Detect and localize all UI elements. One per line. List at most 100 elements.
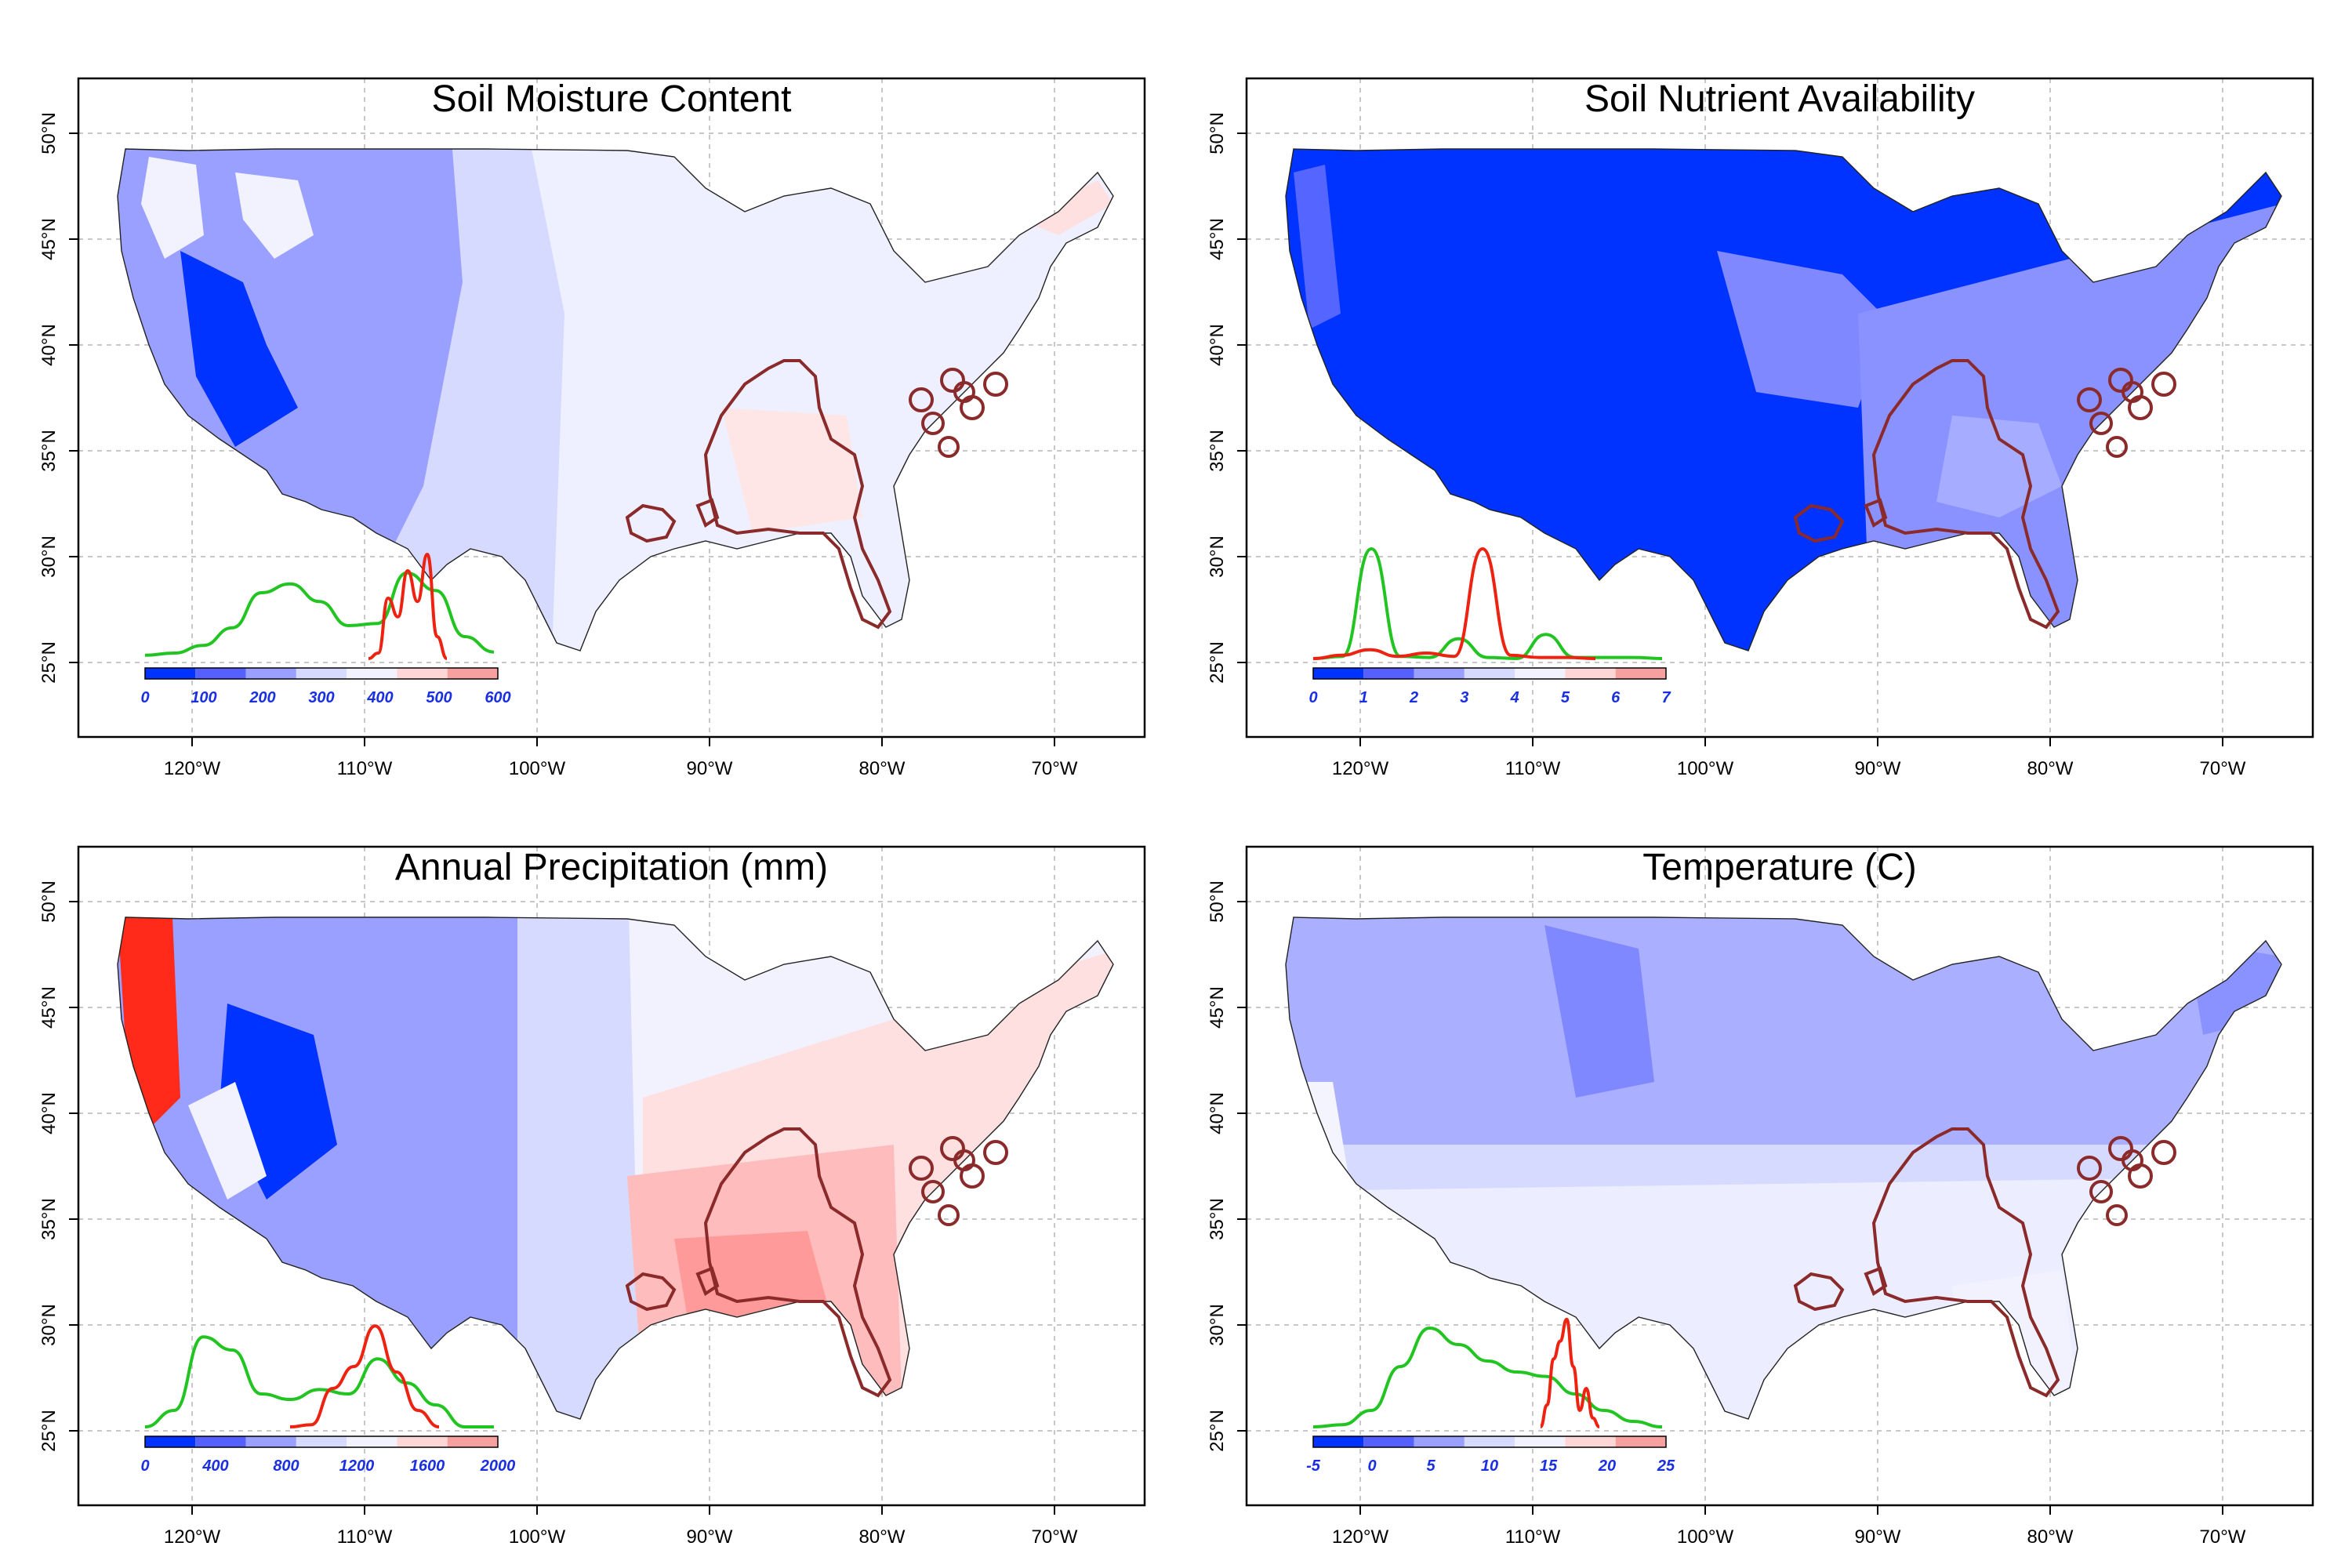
x-tick-label: 90°W — [1855, 758, 1901, 779]
y-tick-label: 30°N — [38, 535, 60, 578]
colorbar-tick-label: 2 — [1409, 689, 1418, 706]
x-tick-label: 110°W — [1505, 1526, 1561, 1548]
field-band — [721, 408, 862, 533]
y-tick-label: 30°N — [1207, 535, 1228, 578]
usa-outline — [1285, 916, 2282, 1420]
colorbar-tick-label: 300 — [308, 689, 334, 706]
colorbar-tick-label: 1200 — [339, 1457, 375, 1475]
colorbar-segment — [195, 1436, 246, 1447]
field-band — [118, 917, 180, 1129]
red-density-curve — [368, 552, 448, 660]
colorbar-tick-label: 400 — [366, 689, 393, 706]
colorbar-segment — [245, 1436, 296, 1447]
x-tick-label: 90°W — [687, 1526, 733, 1548]
range-patch — [921, 1180, 945, 1203]
plot-frame — [1245, 845, 2314, 1507]
range-patch — [983, 1140, 1008, 1165]
y-tick-label: 40°N — [38, 1092, 60, 1134]
colorbar-segment — [1464, 1436, 1515, 1447]
colorbar-segment — [1515, 1436, 1566, 1447]
field-band — [674, 1231, 831, 1333]
colorbar-tick-label: 7 — [1661, 689, 1671, 706]
y-tick-label: 45°N — [1207, 218, 1228, 260]
colorbar-segment — [397, 1436, 448, 1447]
green-density-curve — [144, 1335, 494, 1428]
x-tick-label: 90°W — [1855, 1526, 1901, 1548]
x-tick-label: 120°W — [164, 758, 221, 779]
green-density-curve — [144, 571, 495, 657]
colorbar-frame — [1312, 1436, 1667, 1448]
field-band — [1952, 1270, 2078, 1396]
colorbar-tick-label: 100 — [191, 689, 216, 706]
y-tick-label: 50°N — [38, 880, 60, 923]
y-tick-label: 40°N — [1207, 324, 1228, 366]
range-outline — [1864, 1266, 1888, 1297]
plot-frame — [77, 77, 1146, 739]
colorbar-segment — [245, 668, 296, 679]
y-tick-label: 25°N — [1207, 1410, 1228, 1452]
colorbar-segment — [296, 1436, 347, 1447]
colorbar-segment — [347, 1436, 397, 1447]
colorbar-segment — [195, 668, 246, 679]
range-patch — [2151, 372, 2176, 397]
colorbar-segment — [1363, 1436, 1414, 1447]
colorbar-segment — [447, 1436, 498, 1447]
colorbar-tick-label: 2000 — [480, 1457, 516, 1475]
colorbar-segment — [447, 668, 498, 679]
y-tick-label: 30°N — [1207, 1304, 1228, 1346]
usa-outline — [117, 148, 1114, 652]
x-tick-label: 100°W — [1677, 1526, 1734, 1548]
field-band — [1286, 917, 2281, 1145]
panel-title: Soil Moisture Content — [432, 78, 792, 120]
colorbar-tick-label: 0 — [140, 689, 149, 706]
range-patch — [909, 1156, 934, 1181]
x-tick-label: 80°W — [2027, 1526, 2074, 1548]
x-tick-label: 110°W — [1505, 758, 1561, 779]
range-patch — [2106, 1204, 2128, 1226]
y-tick-label: 25°N — [38, 1410, 60, 1452]
y-tick-label: 35°N — [1207, 1198, 1228, 1240]
colorbar-tick-label: 400 — [201, 1457, 228, 1475]
red-density-curve — [1312, 546, 1596, 660]
colorbar-segment — [1363, 668, 1414, 679]
colorbar-segment — [1414, 1436, 1465, 1447]
x-tick-label: 90°W — [687, 758, 733, 779]
colorbar-tick-label: 1 — [1359, 689, 1368, 706]
green-density-curve — [1312, 1326, 1663, 1428]
x-tick-label: 80°W — [859, 758, 906, 779]
range-patch — [960, 1163, 985, 1189]
colorbar-tick-label: -5 — [1306, 1457, 1321, 1475]
red-density-curve — [1539, 1317, 1600, 1428]
x-tick-label: 120°W — [1332, 1526, 1389, 1548]
colorbar-tick-label: 3 — [1460, 689, 1468, 706]
colorbar-segment — [1565, 668, 1616, 679]
range-patch — [938, 1204, 960, 1226]
colorbar-tick-label: 0 — [1367, 1457, 1376, 1475]
range-outline — [1871, 359, 2060, 630]
range-patch — [2089, 412, 2113, 435]
range-patch — [940, 1136, 965, 1161]
colorbar-segment — [1615, 1436, 1666, 1447]
y-tick-label: 50°N — [1207, 880, 1228, 923]
colorbar-tick-label: 1600 — [410, 1457, 445, 1475]
map-panel-1: 0 100 200 300 400 500 600 Soil Moisture Content… — [38, 77, 1146, 779]
range-patch — [2108, 368, 2133, 393]
plot-frame — [77, 845, 1146, 1507]
range-outline — [1871, 1127, 2060, 1398]
panel-title: Temperature (C) — [1642, 847, 1916, 888]
colorbar-segment — [1464, 668, 1515, 679]
range-patch — [2077, 1156, 2102, 1181]
range-outline — [695, 1266, 720, 1297]
x-tick-label: 110°W — [337, 758, 393, 779]
range-outline — [703, 359, 892, 630]
y-tick-label: 40°N — [1207, 1092, 1228, 1134]
colorbar-tick-label: 4 — [1510, 689, 1519, 706]
panel-title: Soil Nutrient Availability — [1584, 78, 1975, 120]
x-tick-label: 100°W — [509, 1526, 566, 1548]
field-band — [1294, 165, 1341, 329]
field-band — [235, 172, 314, 259]
range-outline — [1793, 1272, 1845, 1312]
x-tick-label: 70°W — [1032, 758, 1078, 779]
range-patch — [2089, 1180, 2113, 1203]
